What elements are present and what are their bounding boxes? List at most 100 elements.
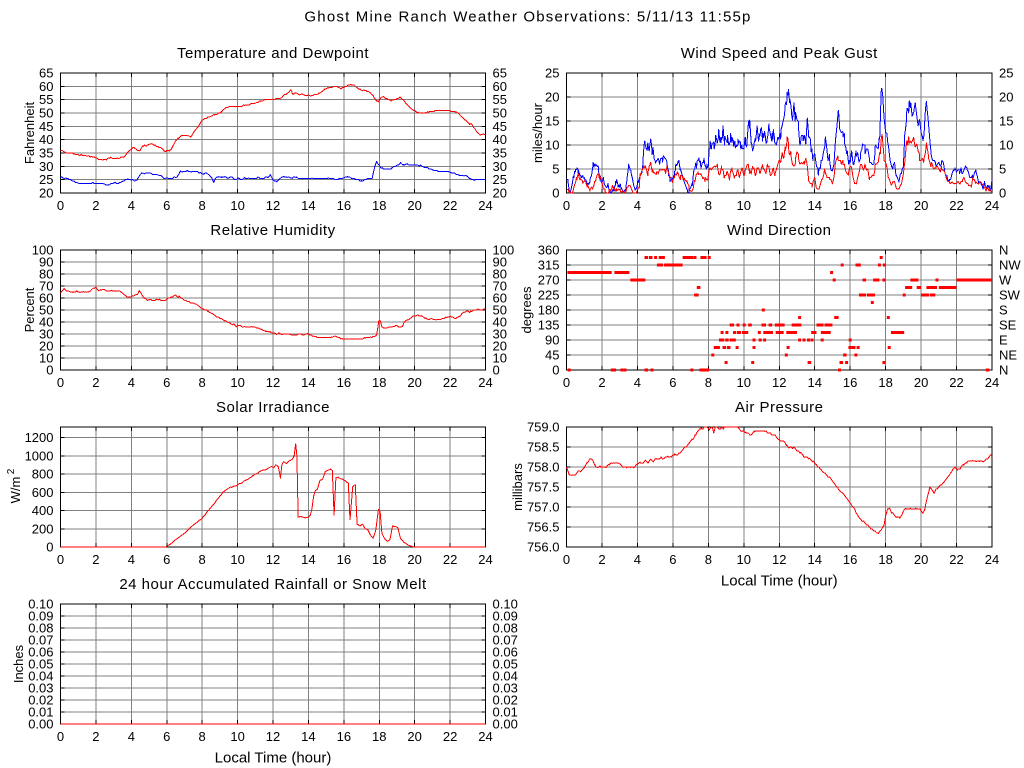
svg-text:756.5: 756.5 [527, 520, 560, 535]
svg-text:0.00: 0.00 [493, 717, 518, 732]
svg-text:SW: SW [999, 288, 1021, 303]
svg-text:12: 12 [772, 198, 786, 213]
svg-text:40: 40 [493, 315, 507, 330]
svg-text:0: 0 [57, 729, 64, 744]
svg-text:0.10: 0.10 [28, 597, 53, 612]
svg-text:25: 25 [545, 66, 559, 81]
svg-text:12: 12 [266, 198, 280, 213]
svg-text:14: 14 [301, 552, 315, 567]
svg-text:4: 4 [634, 552, 641, 567]
svg-text:20: 20 [493, 186, 507, 201]
svg-text:1200: 1200 [25, 430, 54, 445]
svg-text:400: 400 [32, 503, 54, 518]
svg-text:0.07: 0.07 [493, 633, 518, 648]
svg-text:24: 24 [478, 552, 492, 567]
svg-text:6: 6 [669, 198, 676, 213]
svg-text:18: 18 [372, 375, 386, 390]
svg-text:miles/hour: miles/hour [530, 102, 545, 163]
svg-text:W/m: W/m [8, 477, 23, 504]
svg-text:14: 14 [301, 729, 315, 744]
svg-text:12: 12 [266, 552, 280, 567]
svg-text:20: 20 [39, 339, 53, 354]
svg-text:0.10: 0.10 [493, 597, 518, 612]
svg-text:2: 2 [6, 468, 17, 474]
svg-text:70: 70 [39, 279, 53, 294]
svg-text:Inches: Inches [11, 644, 26, 683]
svg-text:20: 20 [407, 198, 421, 213]
svg-text:0: 0 [999, 186, 1006, 201]
svg-text:200: 200 [32, 521, 54, 536]
svg-text:225: 225 [538, 288, 560, 303]
svg-text:90: 90 [545, 333, 559, 348]
svg-text:20: 20 [39, 186, 53, 201]
svg-text:70: 70 [493, 279, 507, 294]
svg-text:30: 30 [493, 159, 507, 174]
svg-text:N: N [999, 363, 1008, 378]
svg-text:20: 20 [914, 198, 928, 213]
svg-text:65: 65 [493, 66, 507, 81]
svg-text:30: 30 [39, 159, 53, 174]
svg-text:8: 8 [705, 198, 712, 213]
svg-text:4: 4 [634, 375, 641, 390]
svg-text:180: 180 [538, 303, 560, 318]
svg-text:20: 20 [545, 90, 559, 105]
svg-text:800: 800 [32, 467, 54, 482]
svg-text:757.0: 757.0 [527, 500, 560, 515]
svg-text:20: 20 [493, 339, 507, 354]
svg-text:0.00: 0.00 [28, 717, 53, 732]
svg-text:758.0: 758.0 [527, 460, 560, 475]
svg-text:60: 60 [493, 79, 507, 94]
svg-text:60: 60 [39, 291, 53, 306]
svg-text:0.05: 0.05 [28, 657, 53, 672]
svg-text:50: 50 [39, 106, 53, 121]
svg-text:0.07: 0.07 [28, 633, 53, 648]
svg-text:22: 22 [443, 552, 457, 567]
svg-text:0.03: 0.03 [28, 681, 53, 696]
svg-text:0.06: 0.06 [28, 645, 53, 660]
svg-text:0.08: 0.08 [493, 621, 518, 636]
svg-text:0.09: 0.09 [493, 609, 518, 624]
svg-text:90: 90 [39, 255, 53, 270]
svg-text:315: 315 [538, 258, 560, 273]
svg-text:SE: SE [999, 318, 1017, 333]
svg-text:10: 10 [230, 729, 244, 744]
svg-text:16: 16 [337, 552, 351, 567]
svg-text:0: 0 [57, 198, 64, 213]
svg-text:0.01: 0.01 [28, 705, 53, 720]
svg-text:18: 18 [878, 198, 892, 213]
svg-text:24: 24 [478, 375, 492, 390]
svg-text:10: 10 [737, 552, 751, 567]
svg-text:12: 12 [772, 375, 786, 390]
svg-text:18: 18 [878, 375, 892, 390]
svg-text:Local Time (hour): Local Time (hour) [215, 750, 332, 767]
svg-text:15: 15 [999, 114, 1013, 129]
svg-text:0: 0 [563, 375, 570, 390]
svg-text:N: N [999, 243, 1008, 258]
svg-text:2: 2 [92, 552, 99, 567]
svg-text:135: 135 [538, 318, 560, 333]
svg-text:18: 18 [878, 552, 892, 567]
svg-text:22: 22 [443, 729, 457, 744]
svg-text:6: 6 [163, 198, 170, 213]
svg-text:0: 0 [563, 198, 570, 213]
svg-text:20: 20 [407, 375, 421, 390]
svg-text:degrees: degrees [519, 286, 534, 333]
svg-text:0.03: 0.03 [493, 681, 518, 696]
svg-text:Percent: Percent [22, 287, 37, 332]
svg-text:45: 45 [545, 348, 559, 363]
svg-text:40: 40 [493, 132, 507, 147]
svg-text:0: 0 [57, 375, 64, 390]
svg-text:0.04: 0.04 [28, 669, 53, 684]
svg-text:20: 20 [999, 90, 1013, 105]
svg-text:20: 20 [914, 552, 928, 567]
svg-text:10: 10 [737, 198, 751, 213]
svg-text:0: 0 [46, 540, 53, 555]
svg-text:6: 6 [163, 552, 170, 567]
svg-text:22: 22 [949, 375, 963, 390]
svg-text:60: 60 [39, 79, 53, 94]
svg-text:10: 10 [999, 138, 1013, 153]
svg-text:4: 4 [128, 729, 135, 744]
svg-text:14: 14 [301, 198, 315, 213]
svg-text:8: 8 [199, 375, 206, 390]
svg-text:Air Pressure: Air Pressure [735, 399, 824, 416]
